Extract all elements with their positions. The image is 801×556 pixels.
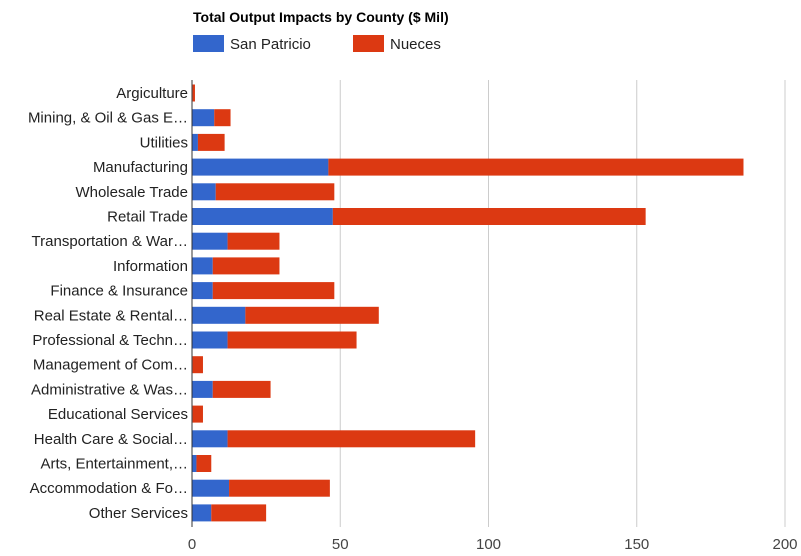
category-label: Utilities [140, 134, 188, 151]
legend-label: Nueces [390, 36, 441, 53]
category-label: Professional & Techn… [32, 332, 188, 349]
bar-san-patricio[interactable] [192, 380, 213, 398]
bar-san-patricio[interactable] [192, 282, 213, 300]
bar-nueces[interactable] [196, 455, 212, 472]
category-label: Wholesale Trade [75, 184, 188, 201]
bar-group [192, 331, 357, 349]
bar-san-patricio[interactable] [192, 109, 215, 127]
bar-group [192, 208, 646, 225]
bar-nueces[interactable] [229, 479, 330, 497]
category-label: Argiculture [116, 85, 188, 102]
bar-group [192, 356, 203, 374]
bar-group [192, 109, 231, 127]
category-label: Mining, & Oil & Gas E… [28, 110, 188, 127]
bar-nueces[interactable] [332, 208, 646, 225]
category-label: Administrative & Was… [31, 381, 188, 398]
bar-san-patricio[interactable] [192, 232, 228, 250]
bar-group [192, 306, 379, 324]
x-axis-tick-labels: 0 50 100 150 200 [188, 536, 798, 553]
bar-nueces[interactable] [227, 331, 357, 349]
bar-group [192, 133, 225, 151]
bar-san-patricio[interactable] [192, 133, 198, 151]
bar-group [192, 455, 212, 472]
legend-label: San Patricio [230, 36, 311, 53]
bar-nueces[interactable] [212, 380, 271, 398]
category-label: Other Services [89, 505, 188, 522]
legend-item-san-patricio[interactable]: San Patricio [193, 35, 311, 53]
bar-group [192, 183, 335, 201]
bar-nueces[interactable] [227, 232, 280, 250]
bar-san-patricio[interactable] [192, 455, 197, 472]
bar-san-patricio[interactable] [192, 331, 228, 349]
bar-nueces[interactable] [197, 133, 225, 151]
category-label: Transportation & War… [32, 233, 188, 250]
x-tick-label: 200 [772, 536, 797, 553]
bar-nueces[interactable] [212, 282, 335, 300]
legend[interactable]: San Patricio Nueces [193, 35, 441, 53]
category-label: Educational Services [48, 406, 188, 423]
legend-swatch [193, 35, 224, 52]
category-label: Finance & Insurance [50, 283, 188, 300]
chart-title: Total Output Impacts by County ($ Mil) [193, 9, 449, 25]
bar-nueces[interactable] [192, 405, 203, 423]
legend-item-nueces[interactable]: Nueces [353, 35, 441, 53]
bar-group [192, 479, 330, 497]
bar-nueces[interactable] [227, 430, 476, 448]
x-tick-label: 100 [476, 536, 501, 553]
bars [192, 84, 744, 522]
category-label: Accommodation & Fo… [30, 480, 188, 497]
bar-san-patricio[interactable] [192, 430, 228, 448]
category-labels: Argiculture Mining, & Oil & Gas E… Utiliti… [28, 85, 188, 522]
bar-group [192, 282, 335, 300]
category-label: Management of Com… [33, 357, 188, 374]
bar-nueces[interactable] [211, 504, 267, 522]
category-label: Retail Trade [107, 209, 188, 226]
category-label: Health Care & Social… [34, 431, 188, 448]
legend-swatch [353, 35, 384, 52]
bar-nueces[interactable] [215, 183, 335, 201]
bar-group [192, 257, 280, 275]
bar-san-patricio[interactable] [192, 479, 230, 497]
bar-san-patricio[interactable] [192, 306, 246, 324]
bar-group [192, 380, 271, 398]
bar-nueces[interactable] [214, 109, 231, 127]
bar-san-patricio[interactable] [192, 208, 333, 225]
bar-group [192, 430, 476, 448]
category-label: Real Estate & Rental… [34, 307, 188, 324]
x-tick-label: 0 [188, 536, 196, 553]
bar-group [192, 158, 744, 176]
bar-nueces[interactable] [192, 84, 195, 102]
category-label: Information [113, 258, 188, 275]
bar-nueces[interactable] [245, 306, 379, 324]
bar-nueces[interactable] [328, 158, 744, 176]
bar-group [192, 504, 267, 522]
x-tick-label: 50 [332, 536, 349, 553]
bar-group [192, 405, 203, 423]
category-label: Manufacturing [93, 159, 188, 176]
gridlines [339, 80, 786, 527]
bar-san-patricio[interactable] [192, 158, 329, 176]
x-tick-label: 150 [624, 536, 649, 553]
category-label: Arts, Entertainment,… [40, 456, 188, 473]
bar-nueces[interactable] [212, 257, 280, 275]
bar-san-patricio[interactable] [192, 504, 212, 522]
bar-nueces[interactable] [192, 356, 203, 374]
bar-group [192, 232, 280, 250]
bar-san-patricio[interactable] [192, 183, 216, 201]
bar-san-patricio[interactable] [192, 257, 213, 275]
